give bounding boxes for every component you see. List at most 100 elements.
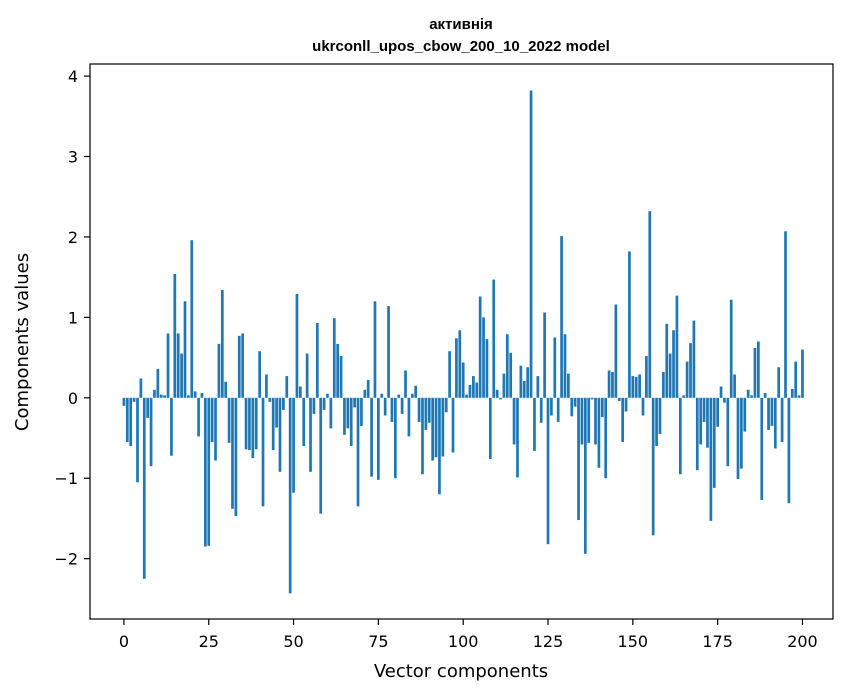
x-tick-label: 175 xyxy=(702,632,733,651)
bar xyxy=(682,395,686,398)
bar xyxy=(295,294,299,398)
bar xyxy=(139,378,143,398)
bar xyxy=(332,318,336,398)
y-tick-label: 2 xyxy=(68,228,78,247)
bar xyxy=(668,353,672,398)
bar xyxy=(149,397,153,467)
bar xyxy=(248,397,251,451)
bar xyxy=(685,361,689,398)
bar xyxy=(777,367,781,398)
bar xyxy=(478,296,482,398)
bar xyxy=(356,397,360,507)
bar xyxy=(455,338,458,398)
bar xyxy=(244,397,248,450)
bar xyxy=(366,380,370,398)
bar xyxy=(346,397,350,429)
bar xyxy=(193,391,197,398)
bar xyxy=(176,333,180,398)
bar xyxy=(675,295,679,398)
bar xyxy=(512,397,516,445)
bar xyxy=(797,395,801,398)
y-tick-label: 0 xyxy=(68,389,78,408)
bar xyxy=(604,397,608,479)
y-tick-label: 1 xyxy=(68,308,78,327)
bar xyxy=(241,333,245,398)
bar xyxy=(550,397,553,416)
bar xyxy=(458,330,462,398)
bar xyxy=(641,397,645,416)
bar xyxy=(122,397,126,406)
bar xyxy=(699,397,703,445)
bar xyxy=(750,395,753,398)
bar-series xyxy=(122,90,804,594)
chart-title-line-2: ukrconll_upos_cbow_200_10_2022 model xyxy=(312,38,610,55)
bar xyxy=(546,397,550,545)
bar xyxy=(285,376,289,398)
bar xyxy=(753,347,757,398)
bar xyxy=(597,397,601,468)
bar xyxy=(770,397,774,426)
bar xyxy=(427,397,431,423)
bar xyxy=(736,397,740,480)
plot-frame xyxy=(89,63,834,620)
bar xyxy=(373,301,377,398)
bar xyxy=(288,397,292,594)
bar xyxy=(298,386,302,398)
bar xyxy=(383,397,387,416)
bar xyxy=(251,397,255,459)
bar xyxy=(461,362,465,398)
bar xyxy=(197,397,200,437)
bar xyxy=(220,290,224,398)
bar xyxy=(611,372,614,398)
bar xyxy=(146,397,150,418)
bar xyxy=(587,397,591,443)
bar xyxy=(628,251,631,398)
bar xyxy=(210,397,214,443)
bar xyxy=(678,397,682,475)
bar xyxy=(271,397,275,451)
bar xyxy=(553,337,557,398)
bar xyxy=(438,397,441,495)
bar xyxy=(787,397,791,504)
bar xyxy=(516,397,519,478)
bar xyxy=(217,343,221,398)
bar xyxy=(662,372,665,398)
bar xyxy=(414,385,418,398)
bar xyxy=(702,397,706,422)
bar xyxy=(726,397,730,467)
bar xyxy=(570,397,574,417)
bar xyxy=(757,341,760,398)
bar xyxy=(709,397,713,521)
bar xyxy=(773,397,777,449)
bar xyxy=(180,353,183,398)
bar xyxy=(397,394,401,398)
bar xyxy=(258,351,261,398)
x-tick-label: 50 xyxy=(283,632,303,651)
bar xyxy=(153,389,156,398)
bar xyxy=(638,374,641,398)
bar xyxy=(634,376,638,398)
bar xyxy=(760,397,764,500)
bar xyxy=(580,397,584,445)
y-tick-label: 3 xyxy=(68,148,78,167)
bar xyxy=(319,397,323,514)
bar xyxy=(583,397,587,554)
bar xyxy=(265,374,268,398)
bar xyxy=(159,394,163,398)
y-tick-label: −2 xyxy=(54,550,78,569)
bar xyxy=(343,397,346,435)
bar xyxy=(743,397,747,432)
bar xyxy=(353,397,356,408)
bar xyxy=(621,397,625,443)
x-tick-label: 125 xyxy=(533,632,564,651)
bar xyxy=(203,397,207,547)
y-axis-label: Components values xyxy=(12,253,33,431)
bar xyxy=(763,392,767,398)
bar xyxy=(370,397,373,477)
bar xyxy=(526,367,530,398)
bar xyxy=(488,397,492,459)
bar xyxy=(529,90,533,398)
bar xyxy=(723,397,726,403)
bar xyxy=(665,323,669,398)
